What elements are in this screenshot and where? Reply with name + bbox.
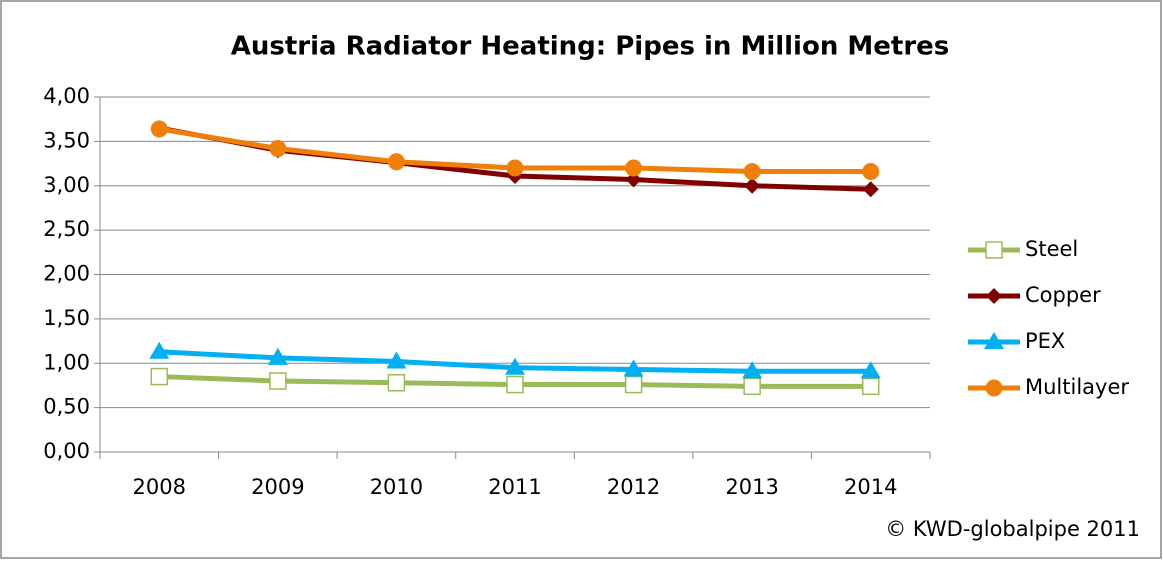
marker <box>742 361 763 379</box>
marker <box>744 177 761 194</box>
y-tick-label: 0,00 <box>43 439 90 463</box>
marker <box>149 341 170 359</box>
marker <box>387 374 406 392</box>
marker <box>743 377 761 396</box>
y-tick-label: 1,00 <box>43 350 90 374</box>
legend-marker <box>985 379 1003 397</box>
x-tick-label: 2009 <box>251 475 304 499</box>
marker <box>743 163 761 181</box>
legend-label: Multilayer <box>1025 375 1129 399</box>
y-tick-label: 1,50 <box>43 306 90 330</box>
legend-marker <box>986 288 1002 304</box>
marker <box>505 357 525 375</box>
y-tick-label: 3,50 <box>43 128 90 152</box>
x-tick-label: 2014 <box>844 475 897 499</box>
legend-marker <box>985 241 1003 259</box>
y-tick-label: 2,00 <box>43 262 90 286</box>
marker <box>386 351 407 369</box>
marker <box>150 367 169 386</box>
y-tick-label: 3,00 <box>43 173 90 197</box>
y-tick-label: 4,00 <box>43 84 90 108</box>
chart-title: Austria Radiator Heating: Pipes in Milli… <box>231 32 950 62</box>
marker <box>625 159 643 177</box>
legend-label: Copper <box>1025 283 1101 307</box>
marker <box>269 139 287 157</box>
marker <box>862 163 880 181</box>
marker <box>150 120 168 138</box>
x-tick-label: 2012 <box>607 475 660 499</box>
marker <box>506 375 524 394</box>
y-tick-label: 0,50 <box>43 395 90 419</box>
annotation: © KWD-globalpipe 2011 <box>885 517 1140 541</box>
marker <box>267 347 288 365</box>
x-tick-label: 2013 <box>725 475 778 499</box>
legend-marker <box>984 332 1004 349</box>
y-tick-label: 2,50 <box>43 217 90 241</box>
marker <box>862 181 879 198</box>
marker <box>623 359 644 377</box>
marker <box>506 159 524 177</box>
marker <box>624 375 643 394</box>
marker <box>387 153 405 171</box>
marker <box>860 361 881 379</box>
marker <box>861 377 880 396</box>
marker <box>269 372 287 390</box>
legend-label: PEX <box>1025 329 1065 353</box>
x-tick-label: 2010 <box>370 475 423 499</box>
marker <box>625 171 642 188</box>
x-tick-label: 2011 <box>488 475 541 499</box>
legend-label: Steel <box>1025 237 1078 261</box>
x-tick-label: 2008 <box>133 475 186 499</box>
